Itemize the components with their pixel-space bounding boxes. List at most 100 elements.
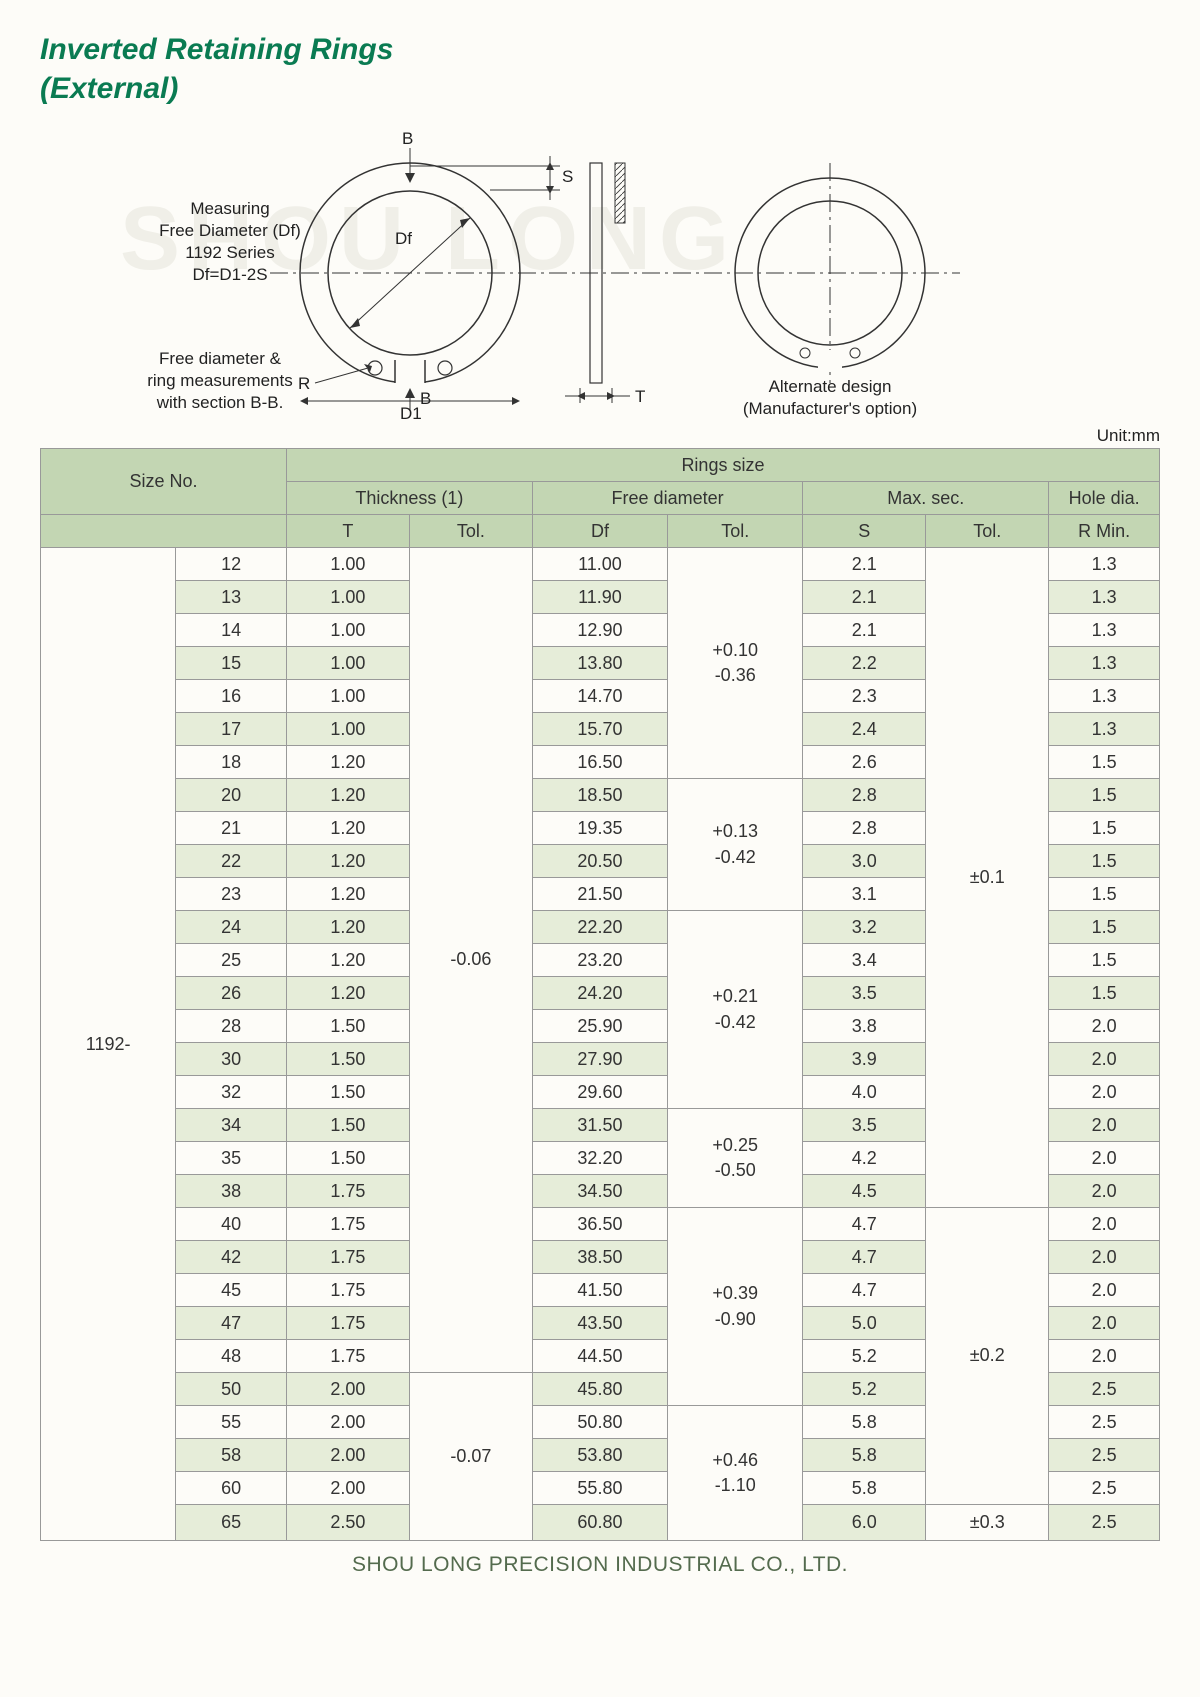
cell-r: 2.5	[1049, 1373, 1160, 1406]
cell-size: 48	[176, 1340, 287, 1373]
cell-size: 23	[176, 878, 287, 911]
label-s: S	[562, 166, 573, 188]
cell-s: 2.1	[803, 581, 926, 614]
cell-r: 2.0	[1049, 1208, 1160, 1241]
cell-s: 2.3	[803, 680, 926, 713]
cell-t: 1.75	[286, 1208, 409, 1241]
cell-r: 2.0	[1049, 1109, 1160, 1142]
label-r: R	[298, 373, 310, 395]
cell-s: 3.1	[803, 878, 926, 911]
cell-s: 2.1	[803, 614, 926, 647]
cell-r: 1.3	[1049, 647, 1160, 680]
cell-t: 1.75	[286, 1175, 409, 1208]
cell-s: 4.7	[803, 1241, 926, 1274]
cell-size: 13	[176, 581, 287, 614]
cell-df: 13.80	[532, 647, 667, 680]
cell-df: 14.70	[532, 680, 667, 713]
cell-df: 41.50	[532, 1274, 667, 1307]
cell-df: 18.50	[532, 779, 667, 812]
table-body: 1192-121.00-0.0611.00+0.10-0.362.1±0.11.…	[41, 548, 1160, 1541]
cell-t: 1.20	[286, 746, 409, 779]
cell-r: 1.5	[1049, 878, 1160, 911]
cell-ttol: -0.06	[409, 548, 532, 1373]
cell-size: 32	[176, 1076, 287, 1109]
cell-r: 2.5	[1049, 1439, 1160, 1472]
cell-size: 40	[176, 1208, 287, 1241]
cell-stol: ±0.3	[926, 1505, 1049, 1541]
cell-size: 12	[176, 548, 287, 581]
cell-size: 30	[176, 1043, 287, 1076]
cell-r: 1.5	[1049, 812, 1160, 845]
cell-df: 29.60	[532, 1076, 667, 1109]
cell-t: 1.75	[286, 1274, 409, 1307]
cell-s: 2.6	[803, 746, 926, 779]
cell-df: 12.90	[532, 614, 667, 647]
cell-size: 22	[176, 845, 287, 878]
hdr-dftol: Tol.	[668, 515, 803, 548]
cell-size: 18	[176, 746, 287, 779]
cell-r: 2.0	[1049, 1043, 1160, 1076]
cell-df: 11.00	[532, 548, 667, 581]
cell-t: 2.00	[286, 1406, 409, 1439]
alternate-label: Alternate design(Manufacturer's option)	[730, 376, 930, 420]
cell-df: 45.80	[532, 1373, 667, 1406]
cell-r: 2.0	[1049, 1241, 1160, 1274]
cell-size: 16	[176, 680, 287, 713]
cell-s: 5.8	[803, 1472, 926, 1505]
cell-size: 47	[176, 1307, 287, 1340]
cell-stol: ±0.2	[926, 1208, 1049, 1505]
cell-s: 3.8	[803, 1010, 926, 1043]
cell-size: 55	[176, 1406, 287, 1439]
cell-df: 32.20	[532, 1142, 667, 1175]
cell-t: 1.20	[286, 944, 409, 977]
cell-r: 2.0	[1049, 1340, 1160, 1373]
cell-df: 44.50	[532, 1340, 667, 1373]
cell-r: 1.3	[1049, 548, 1160, 581]
cell-t: 1.50	[286, 1109, 409, 1142]
cell-t: 1.20	[286, 779, 409, 812]
cell-df: 24.20	[532, 977, 667, 1010]
cell-r: 2.5	[1049, 1406, 1160, 1439]
hdr-ttol: Tol.	[409, 515, 532, 548]
cell-size: 14	[176, 614, 287, 647]
cell-t: 1.75	[286, 1241, 409, 1274]
cell-t: 2.00	[286, 1373, 409, 1406]
unit-label: Unit:mm	[40, 426, 1160, 446]
cell-t: 1.00	[286, 614, 409, 647]
cell-s: 5.8	[803, 1406, 926, 1439]
cell-df: 23.20	[532, 944, 667, 977]
cell-t: 1.20	[286, 812, 409, 845]
label-df: Df	[395, 228, 412, 250]
cell-size: 60	[176, 1472, 287, 1505]
cell-r: 2.0	[1049, 1076, 1160, 1109]
cell-s: 3.0	[803, 845, 926, 878]
cell-df: 50.80	[532, 1406, 667, 1439]
cell-t: 1.75	[286, 1340, 409, 1373]
cell-t: 1.20	[286, 911, 409, 944]
cell-df: 11.90	[532, 581, 667, 614]
cell-s: 2.8	[803, 812, 926, 845]
cell-dftol: +0.39-0.90	[668, 1208, 803, 1406]
cell-t: 1.00	[286, 581, 409, 614]
cell-size: 58	[176, 1439, 287, 1472]
cell-size: 28	[176, 1010, 287, 1043]
cell-r: 1.5	[1049, 977, 1160, 1010]
footer-company: SHOU LONG PRECISION INDUSTRIAL CO., LTD.	[40, 1553, 1160, 1577]
cell-size: 65	[176, 1505, 287, 1541]
cell-df: 27.90	[532, 1043, 667, 1076]
hdr-s: S	[803, 515, 926, 548]
cell-s: 4.7	[803, 1274, 926, 1307]
cell-r: 1.3	[1049, 680, 1160, 713]
label-t: T	[635, 386, 645, 408]
cell-size: 34	[176, 1109, 287, 1142]
spec-table: Size No. Rings size Thickness (1) Free d…	[40, 448, 1160, 1541]
cell-ttol: -0.07	[409, 1373, 532, 1541]
cell-df: 53.80	[532, 1439, 667, 1472]
cell-r: 2.0	[1049, 1307, 1160, 1340]
cell-size: 42	[176, 1241, 287, 1274]
cell-s: 4.2	[803, 1142, 926, 1175]
cell-s: 2.4	[803, 713, 926, 746]
cell-r: 1.5	[1049, 911, 1160, 944]
cell-t: 1.20	[286, 977, 409, 1010]
cell-size: 38	[176, 1175, 287, 1208]
